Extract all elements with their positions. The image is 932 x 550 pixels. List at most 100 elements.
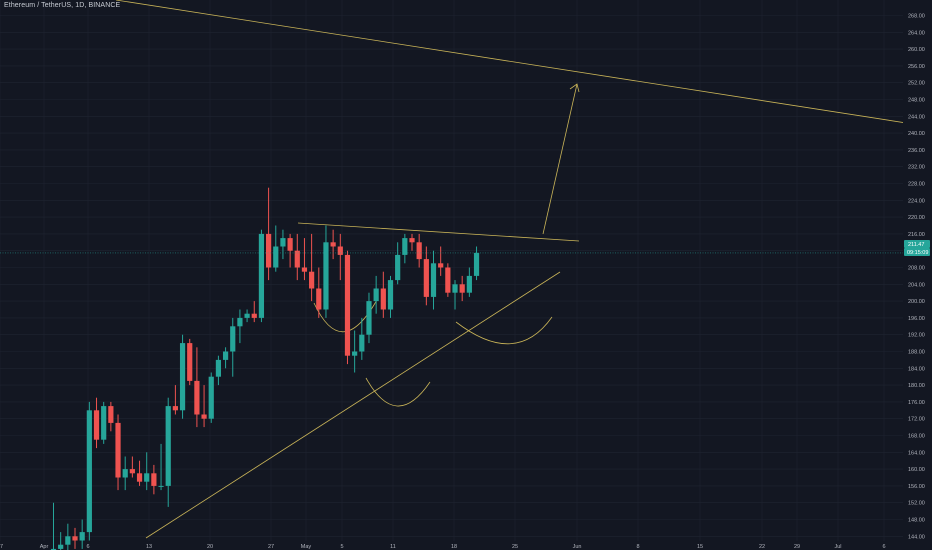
- candle: [459, 275, 465, 302]
- candle: [144, 452, 150, 491]
- candle-body: [108, 406, 114, 423]
- candle-body: [144, 473, 150, 482]
- candle: [136, 460, 143, 486]
- price-tick-label: 216.00: [908, 232, 925, 238]
- candle-body: [409, 238, 415, 243]
- candle-body: [273, 246, 279, 268]
- price-tick-label: 176.00: [908, 400, 925, 406]
- candle-body: [294, 250, 300, 268]
- candle: [244, 309, 250, 323]
- candles-layer: [50, 187, 480, 550]
- price-axis-panel[interactable]: [903, 0, 932, 550]
- candle: [273, 225, 279, 272]
- price-tick-label: 208.00: [908, 266, 925, 272]
- right-shoulder-curve[interactable]: [455, 316, 553, 345]
- price-tick-label: 224.00: [908, 198, 925, 204]
- candle: [430, 250, 437, 310]
- candle-body: [344, 254, 351, 356]
- candle: [466, 267, 472, 297]
- head-curve[interactable]: [365, 377, 431, 407]
- candle: [294, 233, 300, 281]
- candle-body: [165, 406, 171, 486]
- candle-body: [323, 242, 329, 310]
- candle: [72, 527, 78, 549]
- candle: [79, 519, 85, 549]
- candle: [165, 397, 171, 507]
- price-tick-label: 220.00: [908, 215, 925, 221]
- candle-body: [380, 288, 386, 310]
- candle-body: [136, 473, 143, 482]
- candle-body: [452, 284, 458, 293]
- time-tick-label: Jul: [834, 544, 841, 550]
- candle: [330, 229, 336, 260]
- candle-body: [208, 376, 214, 419]
- candle-body: [230, 326, 236, 352]
- candle-body: [86, 410, 92, 533]
- target-arrow[interactable]: [542, 83, 578, 235]
- candle: [316, 267, 322, 318]
- candle: [416, 233, 422, 268]
- price-tick-label: 188.00: [908, 350, 925, 356]
- neckline-trendline[interactable]: [297, 222, 580, 242]
- candle-body: [187, 343, 193, 381]
- candle-body: [316, 288, 322, 310]
- candle: [86, 401, 92, 541]
- candle-body: [222, 351, 229, 360]
- price-badges: 211.47 09:15:09: [904, 240, 930, 256]
- candle-body: [65, 536, 71, 545]
- last-price-badge: [904, 240, 930, 248]
- candle-body: [58, 544, 64, 549]
- time-tick-label: 6: [86, 544, 89, 550]
- price-tick-label: 240.00: [908, 131, 925, 137]
- candle-body: [115, 422, 121, 478]
- price-tick-label: 232.00: [908, 165, 925, 171]
- candle: [208, 372, 214, 423]
- price-tick-label: 228.00: [908, 182, 925, 188]
- candle: [409, 233, 415, 251]
- candle: [93, 397, 100, 449]
- drawings-layer[interactable]: [115, 0, 932, 539]
- candle-body: [466, 275, 472, 293]
- time-axis: 7 Apr 6 13 20 27 May 5 11 18 25 Jun 8 15 22 29 Jul 6: [0, 544, 886, 550]
- candle: [373, 275, 379, 314]
- time-tick-label: 18: [451, 544, 457, 550]
- candle-body: [430, 263, 437, 297]
- candle-body: [330, 242, 336, 247]
- candle-body: [122, 469, 128, 478]
- candle: [194, 347, 200, 428]
- price-tick-label: 152.00: [908, 501, 925, 507]
- price-tick-label: 252.00: [908, 81, 925, 87]
- candle: [344, 250, 351, 365]
- candle-body: [50, 548, 57, 550]
- price-axis: 268.00 264.00 260.00 256.00 252.00 248.00 244.…: [908, 14, 925, 541]
- candle-body: [266, 233, 272, 268]
- candle-body: [129, 469, 135, 474]
- candle-body: [309, 271, 315, 289]
- time-tick-label: 7: [0, 544, 3, 550]
- time-tick-label: Apr: [40, 544, 49, 550]
- target-arrow-head[interactable]: [569, 83, 580, 93]
- candle-body: [438, 263, 444, 268]
- candle: [158, 443, 164, 491]
- resistance-trendline[interactable]: [115, 0, 932, 128]
- candle: [108, 401, 114, 432]
- price-tick-label: 156.00: [908, 484, 925, 490]
- time-tick-label: 27: [268, 544, 274, 550]
- candle: [215, 355, 222, 386]
- drawings-arrow-layer[interactable]: [542, 83, 580, 235]
- candle: [337, 233, 343, 281]
- candle: [266, 187, 272, 281]
- support-trendline[interactable]: [145, 271, 561, 539]
- time-tick-label: 29: [794, 544, 800, 550]
- candle-body: [72, 536, 78, 541]
- price-tick-label: 244.00: [908, 114, 925, 120]
- candle-body: [402, 238, 408, 255]
- candle: [187, 338, 193, 386]
- bar-countdown: 09:15:09: [907, 250, 928, 256]
- candle-body: [194, 380, 200, 415]
- candle-body: [237, 317, 243, 327]
- candle: [222, 347, 229, 369]
- candle-body: [395, 254, 401, 281]
- candle-body: [158, 485, 164, 487]
